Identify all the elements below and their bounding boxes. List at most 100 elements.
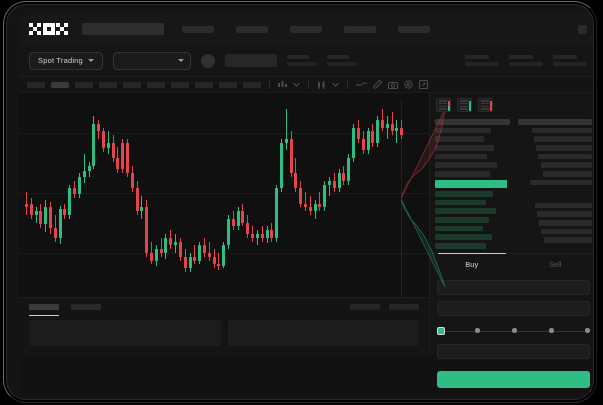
orderbook-row[interactable]: [543, 237, 592, 243]
device-screen: Spot Trading: [19, 13, 593, 399]
slider-stop-25[interactable]: [475, 328, 480, 333]
okx-logo-icon[interactable]: [29, 23, 68, 35]
stat-24h-change: [286, 55, 317, 66]
bottom-actions: [350, 304, 419, 310]
orderbook-rows[interactable]: [430, 116, 593, 249]
trading-pair-select[interactable]: [112, 51, 191, 70]
toolbar-divider: [347, 80, 348, 89]
stat-24h-high: [465, 55, 499, 66]
indicators-icon[interactable]: [278, 81, 287, 88]
orderbook-panel: Buy Sell: [429, 93, 593, 388]
orderbook-row[interactable]: [534, 202, 592, 209]
orderbook-row[interactable]: [435, 171, 491, 177]
tab-sell[interactable]: Sell: [548, 259, 562, 269]
orderbook-view-toggles: [430, 93, 593, 116]
nav-item-5[interactable]: [398, 25, 430, 33]
chart-type-icon[interactable]: [317, 80, 326, 89]
orderbook-row[interactable]: [542, 171, 592, 177]
main-nav: [182, 25, 430, 33]
orderbook-row[interactable]: [435, 162, 497, 168]
orderbook-row[interactable]: [533, 136, 592, 142]
orderbook-row[interactable]: [435, 208, 497, 214]
slider-stop-100[interactable]: [585, 328, 590, 333]
bottom-card-2[interactable]: [227, 320, 419, 346]
timeframe-10[interactable]: [243, 81, 261, 88]
header-actions: [578, 24, 587, 34]
timeframe-9[interactable]: [219, 81, 237, 88]
timeframe-4[interactable]: [99, 81, 117, 88]
trading-mode-selector[interactable]: Spot Trading: [29, 51, 103, 70]
orderbook-row[interactable]: [540, 162, 592, 168]
orderbook-row[interactable]: [435, 243, 486, 249]
orderbook-row[interactable]: [541, 228, 592, 235]
orderbook-view-both[interactable]: [436, 98, 451, 112]
orderbook-spread-row[interactable]: [435, 179, 507, 188]
amount-percent-slider[interactable]: [437, 326, 590, 338]
bottom-action-1[interactable]: [350, 304, 380, 310]
nav-item-4[interactable]: [344, 25, 376, 33]
camera-icon[interactable]: [388, 81, 398, 89]
order-price-field[interactable]: [437, 279, 590, 295]
fullscreen-icon[interactable]: [419, 80, 428, 89]
search-input[interactable]: [82, 23, 164, 35]
order-side-tabs: Buy Sell: [430, 252, 593, 274]
slider-stop-75[interactable]: [549, 328, 554, 333]
orderbook-row[interactable]: [435, 153, 488, 160]
order-amount-field[interactable]: [437, 300, 590, 316]
orderbook-row[interactable]: [536, 211, 592, 217]
orderbook-buys-icon: [468, 101, 471, 111]
last-price-value: [224, 54, 277, 67]
orderbook-row[interactable]: [435, 199, 487, 206]
tab-buy[interactable]: Buy: [430, 252, 514, 274]
slider-stop-50[interactable]: [512, 328, 517, 333]
orderbook-row[interactable]: [435, 191, 494, 197]
toolbar-divider: [308, 80, 309, 89]
orderbook-row[interactable]: [539, 220, 592, 226]
timeframe-6[interactable]: [147, 81, 165, 88]
chevron-down-icon[interactable]: [293, 82, 300, 87]
orderbook-row[interactable]: [435, 225, 483, 232]
orderbook-amount-column: [517, 119, 592, 249]
nav-item-2[interactable]: [236, 25, 268, 33]
stat-24h-volume: [326, 55, 357, 66]
bottom-card-1[interactable]: [29, 320, 221, 346]
timeframe-7[interactable]: [171, 81, 189, 88]
line-tool-icon[interactable]: [356, 81, 367, 88]
pencil-icon[interactable]: [373, 80, 382, 89]
nav-item-3[interactable]: [290, 25, 322, 33]
orderbook-view-buys[interactable]: [457, 98, 472, 112]
timeframe-8[interactable]: [195, 81, 213, 88]
orderbook-row[interactable]: [435, 119, 510, 125]
orderbook-view-sells[interactable]: [478, 98, 493, 112]
settings-gear-icon[interactable]: [404, 80, 413, 89]
bottom-cards: [19, 310, 429, 346]
orderbook-row[interactable]: [536, 145, 592, 151]
ticker-bar: Spot Trading: [19, 45, 593, 77]
header-icon-button[interactable]: [578, 24, 587, 34]
orderbook-row[interactable]: [538, 153, 592, 160]
nav-item-1[interactable]: [182, 25, 214, 33]
app-header: [19, 13, 593, 45]
slider-handle[interactable]: [437, 326, 445, 335]
timeframe-2[interactable]: [51, 81, 69, 88]
orderbook-row[interactable]: [435, 127, 491, 134]
orderbook-sells-icon: [489, 101, 492, 111]
orderbook-row[interactable]: [517, 119, 592, 125]
price-chart[interactable]: [19, 93, 445, 355]
submit-buy-button[interactable]: [437, 370, 590, 388]
chevron-down-icon[interactable]: [332, 82, 339, 87]
timeframe-5[interactable]: [123, 81, 141, 88]
bottom-tab-order-history[interactable]: [71, 304, 101, 310]
orderbook-row[interactable]: [530, 179, 592, 186]
orderbook-row[interactable]: [435, 145, 494, 151]
bottom-tab-open-orders[interactable]: [29, 304, 59, 316]
orderbook-row[interactable]: [435, 136, 485, 142]
timeframe-3[interactable]: [75, 81, 93, 88]
orderbook-row[interactable]: [435, 234, 493, 240]
bottom-action-2[interactable]: [389, 304, 419, 310]
order-total-field[interactable]: [437, 343, 590, 359]
orderbook-row[interactable]: [531, 127, 592, 134]
orderbook-row[interactable]: [435, 217, 490, 223]
timeframe-1[interactable]: [27, 81, 45, 88]
